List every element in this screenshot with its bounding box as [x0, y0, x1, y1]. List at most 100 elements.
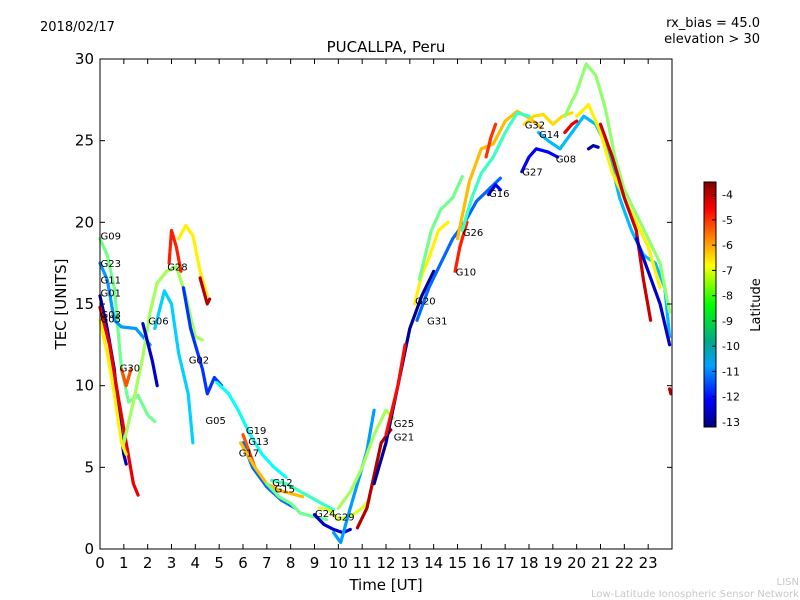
tec-trace-25 — [384, 343, 407, 437]
satellite-label: G29 — [334, 512, 354, 523]
tec-trace-41 — [598, 122, 653, 322]
x-tick-label: 6 — [238, 554, 248, 572]
x-tick-label: 13 — [400, 554, 419, 572]
tec-trace-29 — [453, 220, 469, 273]
colorbar-tick-label: -10 — [722, 340, 740, 353]
tec-trace-21 — [332, 408, 376, 545]
x-axis: 0 1 2 3 4 5 6 7 8 9 10 11 12 13 14 15 16 17 18 19 20 21 22 23 — [95, 59, 658, 572]
x-tick-label: 7 — [262, 554, 272, 572]
tec-trace-10 — [177, 224, 209, 298]
footer-org-full: Low-Latitude Ionospheric Sensor Network — [591, 589, 799, 600]
rx-bias-label: rx_bias = 45.0 — [666, 16, 760, 31]
satellite-label: G05 — [101, 315, 121, 326]
tec-trace-22 — [336, 408, 395, 510]
satellite-label: G01 — [101, 289, 121, 300]
tec-trace-16 — [239, 441, 305, 499]
series-layer — [98, 62, 673, 545]
x-axis-label: Time [UT] — [348, 576, 422, 594]
y-tick-label: 20 — [75, 213, 94, 231]
y-axis: 0 5 10 15 20 25 30 — [75, 50, 672, 558]
colorbar-tick-label: -7 — [722, 264, 733, 277]
x-tick-label: 20 — [567, 554, 586, 572]
tec-trace-43 — [667, 387, 673, 396]
tec-trace-36 — [536, 114, 672, 339]
satellite-label: G11 — [101, 276, 121, 287]
x-tick-label: 10 — [329, 554, 348, 572]
satellite-label: G10 — [456, 267, 476, 278]
x-tick-label: 16 — [472, 554, 491, 572]
x-tick-label: 14 — [424, 554, 443, 572]
colorbar-tick-label: -8 — [722, 290, 733, 303]
elevation-label: elevation > 30 — [664, 32, 760, 47]
tec-trace-38 — [563, 62, 672, 314]
tec-trace-13 — [215, 380, 288, 479]
satellite-label: G32 — [525, 120, 545, 131]
x-tick-label: 9 — [310, 554, 320, 572]
tec-trace-31 — [460, 111, 531, 233]
x-tick-label: 0 — [95, 554, 105, 572]
x-tick-label: 3 — [167, 554, 177, 572]
satellite-label: G31 — [427, 316, 447, 327]
tec-trace-8 — [153, 289, 195, 445]
satellite-label: G26 — [463, 228, 483, 239]
satellite-label: G13 — [248, 437, 268, 448]
colorbar-ticks: -4 -5 -6 -7 -8 -9 -10 -11 -12 -13 — [712, 189, 740, 429]
satellite-label: G16 — [489, 189, 509, 200]
y-axis-label: TEC [UNITS] — [52, 259, 70, 351]
tec-trace-12 — [181, 286, 224, 396]
colorbar-tick-label: -4 — [722, 189, 733, 202]
satellite-label: G19 — [246, 426, 266, 437]
satellite-label: G12 — [272, 478, 292, 489]
satellite-label: G24 — [315, 509, 335, 520]
colorbar-tick-label: -11 — [722, 365, 740, 378]
satellite-label: G09 — [101, 231, 121, 242]
x-tick-label: 8 — [286, 554, 296, 572]
satellite-label: G23 — [101, 259, 121, 270]
tec-trace-42 — [634, 237, 672, 347]
tec-trace-35 — [520, 147, 560, 174]
tec-trace-1 — [98, 261, 152, 347]
tec-trace-39 — [575, 103, 662, 290]
tec-trace-11 — [198, 276, 212, 306]
colorbar-label: Latitude — [749, 278, 764, 332]
tec-trace-3 — [98, 305, 140, 497]
y-tick-label: 10 — [75, 377, 94, 395]
tec-trace-23 — [355, 428, 393, 530]
satellite-label: G03 — [101, 310, 121, 321]
x-tick-label: 18 — [519, 554, 538, 572]
tec-trace-4 — [98, 318, 128, 456]
satellite-label: G25 — [394, 419, 414, 430]
y-tick-label: 25 — [75, 132, 94, 150]
satellite-label-layer: G09G23G11G01G03G05G30G06G28G02G05G19G13G… — [101, 120, 577, 523]
satellite-label: G30 — [120, 364, 140, 375]
x-tick-label: 11 — [353, 554, 372, 572]
colorbar-tick-label: -12 — [722, 391, 740, 404]
footer-org-short: LISN — [777, 577, 799, 588]
tec-trace-27 — [417, 175, 464, 282]
x-tick-label: 19 — [543, 554, 562, 572]
colorbar-tick-label: -6 — [722, 239, 733, 252]
satellite-label: G21 — [394, 432, 414, 443]
colorbar-tick-label: -13 — [722, 416, 740, 429]
x-tick-label: 4 — [191, 554, 201, 572]
tec-trace-20 — [317, 498, 371, 522]
satellite-label: G06 — [148, 316, 168, 327]
x-tick-label: 21 — [591, 554, 610, 572]
satellite-label: G27 — [522, 168, 542, 179]
x-tick-label: 23 — [639, 554, 658, 572]
tec-trace-7 — [141, 322, 159, 388]
tec-trace-17 — [270, 478, 336, 512]
satellite-label: G02 — [189, 356, 209, 367]
x-tick-label: 22 — [615, 554, 634, 572]
tec-trace-9 — [167, 228, 183, 273]
x-tick-label: 17 — [496, 554, 515, 572]
satellite-label: G17 — [239, 449, 259, 460]
satellite-label: G08 — [556, 155, 576, 166]
satellite-label: G20 — [415, 297, 435, 308]
satellite-label: G15 — [275, 485, 295, 496]
y-tick-label: 30 — [75, 50, 94, 68]
tec-trace-26 — [413, 220, 450, 306]
y-tick-label: 0 — [84, 540, 94, 558]
colorbar-tick-label: -5 — [722, 214, 733, 227]
